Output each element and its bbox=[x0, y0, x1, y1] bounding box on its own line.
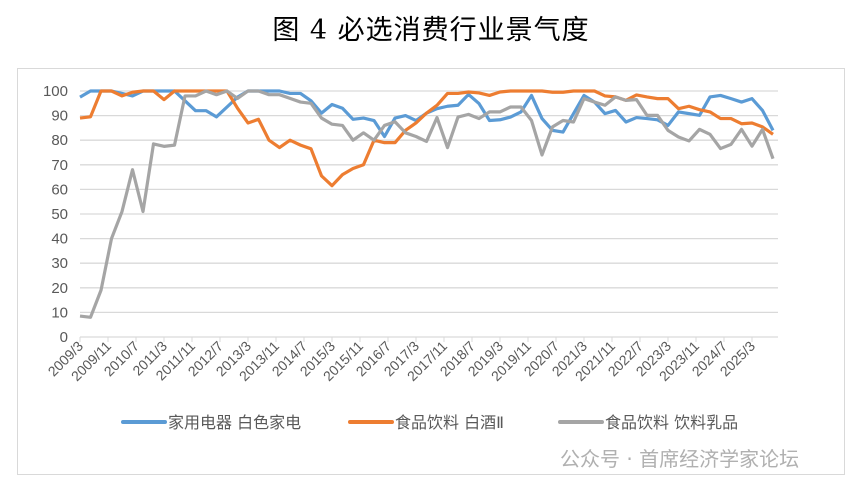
chart-title: 图 4 必选消费行业景气度 bbox=[272, 15, 590, 46]
watermark: 公众号 · 首席经济学家论坛 bbox=[560, 447, 799, 471]
series-line-2 bbox=[79, 89, 774, 188]
y-tick-label: 40 bbox=[51, 231, 68, 248]
y-tick-label: 30 bbox=[51, 255, 68, 272]
series-line-3 bbox=[79, 89, 775, 319]
legend-label: 食品饮料 饮料乳品 bbox=[605, 413, 738, 432]
y-tick-label: 90 bbox=[51, 108, 68, 125]
y-tick-label: 20 bbox=[51, 280, 68, 297]
legend-label: 食品饮料 白酒Ⅱ bbox=[395, 413, 504, 432]
y-tick-label: 100 bbox=[43, 83, 68, 100]
chart-frame bbox=[17, 68, 845, 475]
y-tick-label: 70 bbox=[51, 157, 68, 174]
legend-label: 家用电器 白色家电 bbox=[168, 413, 301, 432]
y-tick-label: 60 bbox=[51, 181, 68, 198]
y-tick-label: 80 bbox=[51, 132, 68, 149]
y-tick-label: 10 bbox=[51, 304, 68, 321]
y-tick-label: 50 bbox=[51, 206, 68, 223]
y-tick-label: 0 bbox=[60, 329, 68, 346]
